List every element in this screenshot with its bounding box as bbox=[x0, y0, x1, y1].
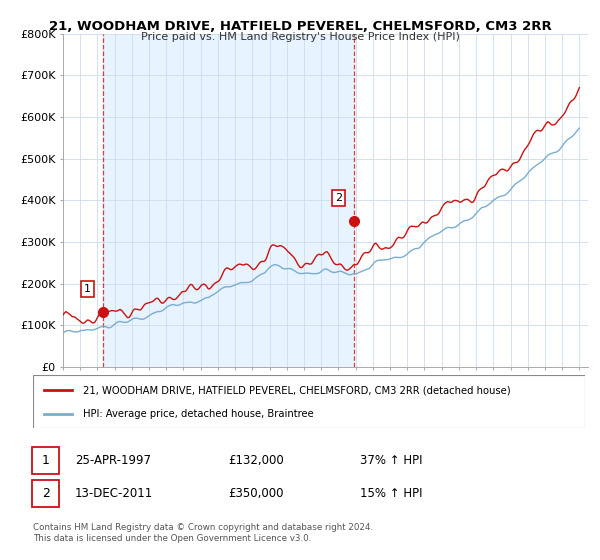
Text: 2: 2 bbox=[41, 487, 50, 501]
Text: £350,000: £350,000 bbox=[228, 487, 284, 501]
Text: Price paid vs. HM Land Registry's House Price Index (HPI): Price paid vs. HM Land Registry's House … bbox=[140, 32, 460, 42]
Text: 25-APR-1997: 25-APR-1997 bbox=[75, 454, 151, 467]
FancyBboxPatch shape bbox=[32, 447, 59, 474]
Text: 1: 1 bbox=[41, 454, 50, 467]
FancyBboxPatch shape bbox=[33, 375, 585, 428]
Bar bbox=[103, 34, 354, 367]
Text: 21, WOODHAM DRIVE, HATFIELD PEVEREL, CHELMSFORD, CM3 2RR (detached house): 21, WOODHAM DRIVE, HATFIELD PEVEREL, CHE… bbox=[83, 385, 511, 395]
Text: 13-DEC-2011: 13-DEC-2011 bbox=[75, 487, 153, 501]
FancyBboxPatch shape bbox=[32, 480, 59, 507]
Text: 2: 2 bbox=[335, 193, 343, 203]
Text: £132,000: £132,000 bbox=[228, 454, 284, 467]
Text: 1: 1 bbox=[84, 284, 91, 294]
Text: 15% ↑ HPI: 15% ↑ HPI bbox=[360, 487, 422, 501]
Text: Contains HM Land Registry data © Crown copyright and database right 2024.
This d: Contains HM Land Registry data © Crown c… bbox=[33, 524, 373, 543]
Text: HPI: Average price, detached house, Braintree: HPI: Average price, detached house, Brai… bbox=[83, 408, 313, 418]
Text: 37% ↑ HPI: 37% ↑ HPI bbox=[360, 454, 422, 467]
Text: 21, WOODHAM DRIVE, HATFIELD PEVEREL, CHELMSFORD, CM3 2RR: 21, WOODHAM DRIVE, HATFIELD PEVEREL, CHE… bbox=[49, 20, 551, 32]
